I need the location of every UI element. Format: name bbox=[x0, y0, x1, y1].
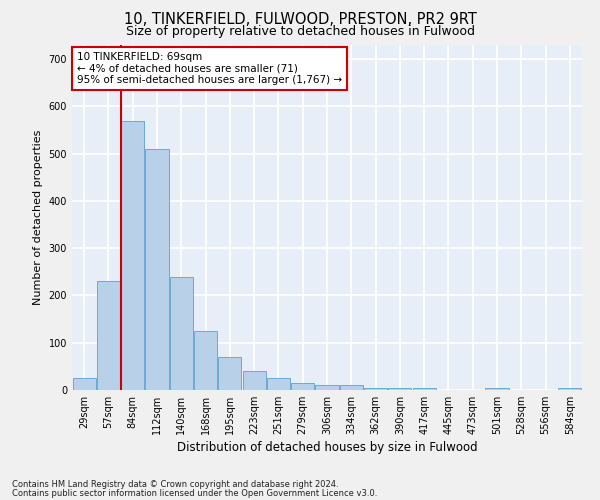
Text: 10, TINKERFIELD, FULWOOD, PRESTON, PR2 9RT: 10, TINKERFIELD, FULWOOD, PRESTON, PR2 9… bbox=[124, 12, 476, 28]
Bar bbox=[413, 388, 436, 390]
Y-axis label: Number of detached properties: Number of detached properties bbox=[33, 130, 43, 305]
Bar bbox=[388, 388, 412, 390]
Bar bbox=[218, 357, 241, 390]
Bar bbox=[97, 282, 120, 390]
Bar bbox=[242, 371, 266, 390]
Bar bbox=[559, 388, 581, 390]
Text: Size of property relative to detached houses in Fulwood: Size of property relative to detached ho… bbox=[125, 25, 475, 38]
Bar bbox=[145, 149, 169, 390]
Bar bbox=[73, 378, 95, 390]
X-axis label: Distribution of detached houses by size in Fulwood: Distribution of detached houses by size … bbox=[176, 441, 478, 454]
Bar bbox=[194, 331, 217, 390]
Text: Contains HM Land Registry data © Crown copyright and database right 2024.: Contains HM Land Registry data © Crown c… bbox=[12, 480, 338, 489]
Bar bbox=[316, 386, 338, 390]
Bar bbox=[340, 386, 363, 390]
Bar bbox=[485, 388, 509, 390]
Bar bbox=[364, 388, 387, 390]
Bar bbox=[121, 120, 144, 390]
Bar bbox=[291, 383, 314, 390]
Bar bbox=[170, 276, 193, 390]
Text: 10 TINKERFIELD: 69sqm
← 4% of detached houses are smaller (71)
95% of semi-detac: 10 TINKERFIELD: 69sqm ← 4% of detached h… bbox=[77, 52, 342, 85]
Bar bbox=[267, 378, 290, 390]
Text: Contains public sector information licensed under the Open Government Licence v3: Contains public sector information licen… bbox=[12, 488, 377, 498]
